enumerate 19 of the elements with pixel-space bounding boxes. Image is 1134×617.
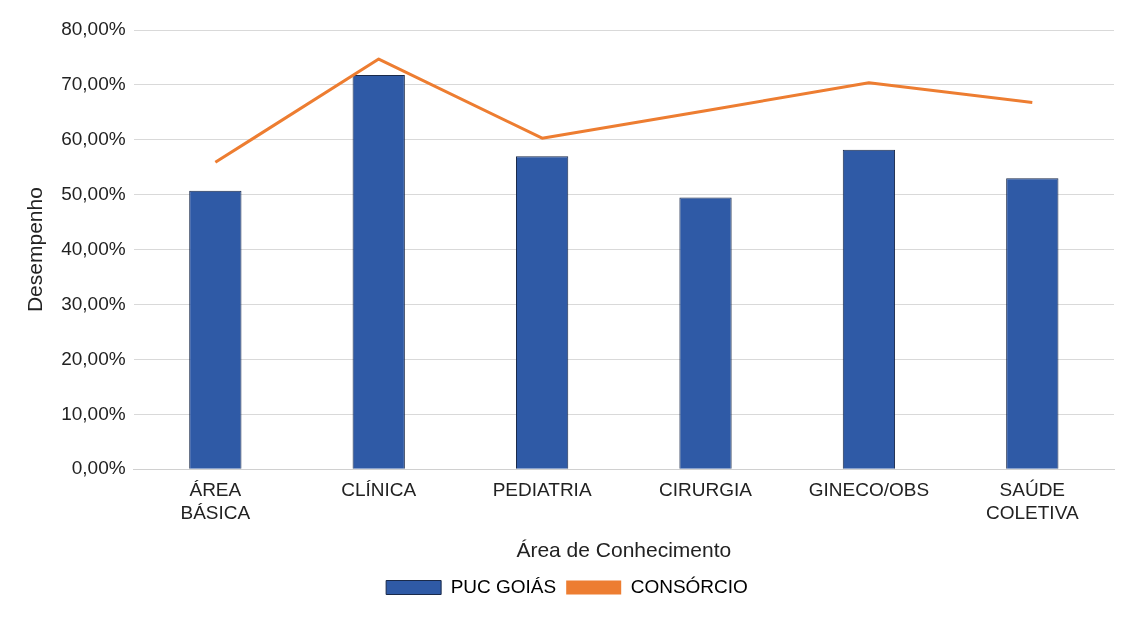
y-tick-label: 10,00%: [61, 402, 126, 424]
x-tick-label: GINECO/OBS: [808, 478, 930, 500]
y-tick-label: 70,00%: [61, 73, 126, 95]
x-axis-title: Área de Conhecimento: [516, 538, 732, 562]
x-tick-label: CLÍNICA: [341, 478, 417, 500]
x-tick-label: PEDIATRIA: [492, 478, 592, 500]
y-tick-label: 50,00%: [61, 182, 126, 204]
y-axis-title: Desempenho: [23, 187, 47, 313]
y-tick-label: 0,00%: [71, 457, 126, 479]
y-tick-label: 60,00%: [61, 128, 126, 150]
y-tick-label: 20,00%: [61, 347, 126, 369]
x-tick-label: ÁREA BÁSICA: [180, 478, 251, 523]
legend-label: CONSÓRCIO: [630, 575, 748, 597]
x-tick-label: SAÚDE COLETIVA: [986, 478, 1079, 523]
x-tick-label: CIRURGIA: [659, 478, 753, 500]
legend-label: PUC GOIÁS: [450, 575, 557, 597]
y-tick-label: 40,00%: [61, 237, 126, 259]
y-tick-label: 30,00%: [61, 292, 126, 314]
y-tick-label: 80,00%: [61, 18, 126, 40]
